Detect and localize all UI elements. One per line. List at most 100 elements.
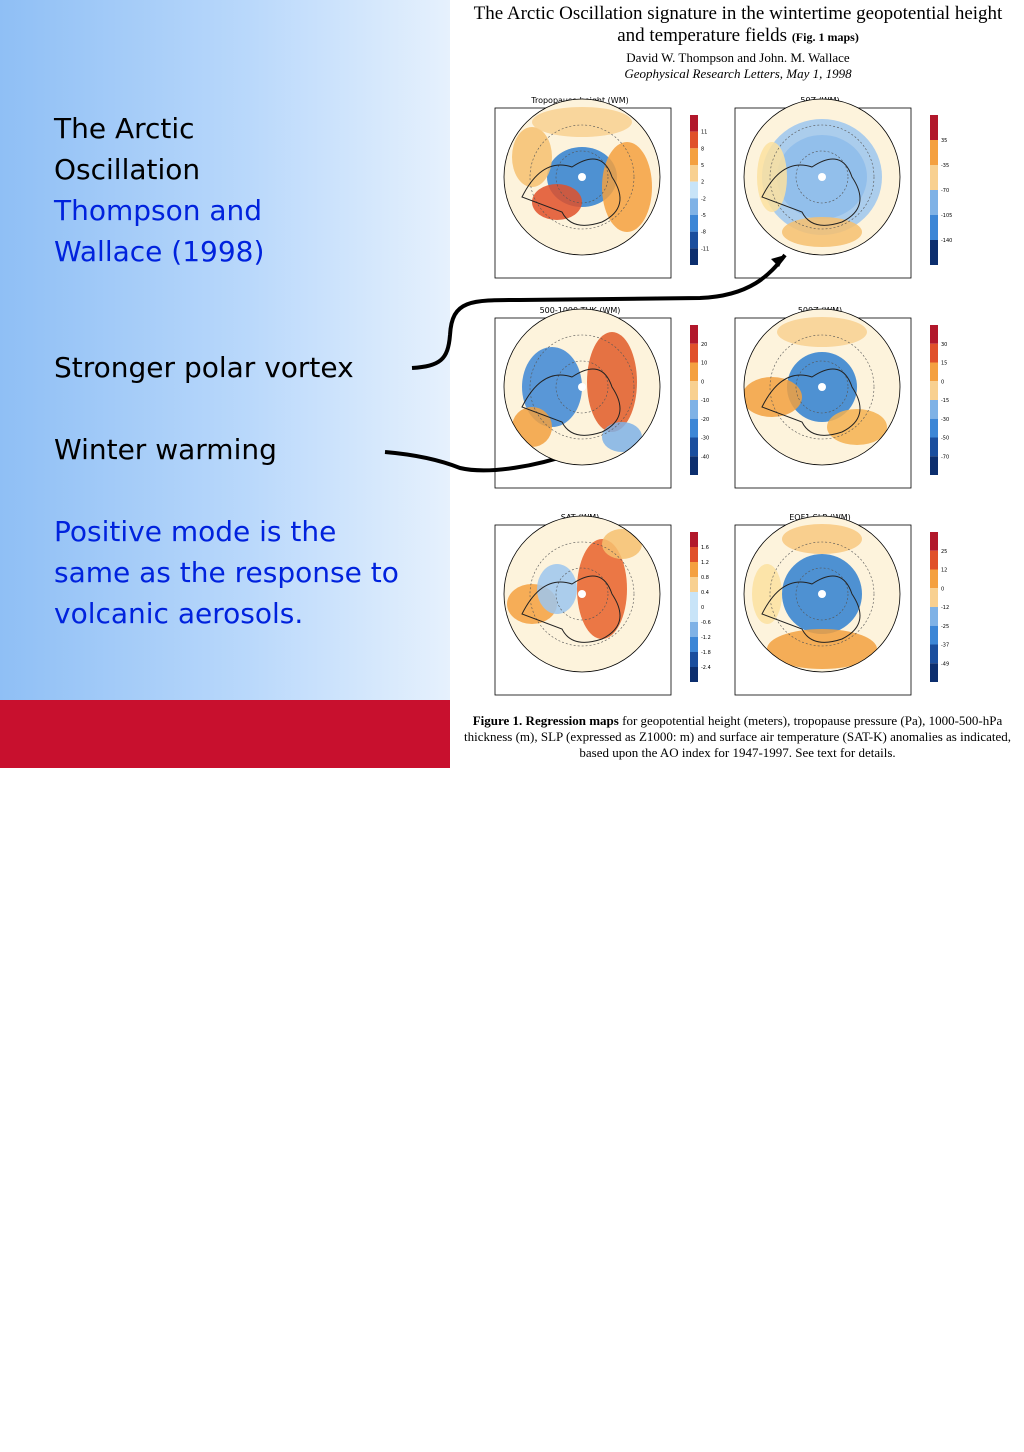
colorbar-label: 20 bbox=[701, 342, 707, 348]
latitude bbox=[795, 567, 849, 621]
map-field bbox=[752, 524, 877, 669]
colorbar-cell bbox=[690, 381, 698, 400]
colorbar-label: -50 bbox=[941, 436, 949, 442]
colorbar-cell bbox=[690, 532, 698, 547]
colorbar-label: -20 bbox=[701, 417, 709, 423]
colorbar-cell bbox=[690, 343, 698, 363]
arrow bbox=[384, 450, 571, 473]
colorbar-label: -12 bbox=[941, 605, 949, 611]
map-field bbox=[507, 529, 642, 647]
colorbar-cell bbox=[690, 231, 698, 249]
colorbar-label: 25 bbox=[941, 549, 947, 555]
pole bbox=[818, 173, 826, 181]
arrow bbox=[411, 253, 787, 370]
colorbar-cell bbox=[930, 456, 938, 475]
colorbar-label: 12 bbox=[941, 568, 947, 574]
colorbar-label: 8 bbox=[701, 146, 704, 152]
colorbar-label: 0.4 bbox=[701, 590, 709, 596]
anomaly bbox=[752, 564, 782, 624]
pole bbox=[578, 590, 586, 598]
colorbar-label: -40 bbox=[701, 454, 709, 460]
colorbar-label: -11 bbox=[701, 246, 709, 252]
latitude bbox=[529, 541, 635, 647]
colorbar-cell bbox=[690, 667, 698, 682]
anomaly bbox=[767, 629, 877, 669]
colorbar-cell bbox=[930, 215, 938, 240]
map-edge bbox=[503, 98, 661, 256]
colorbar-label: 0 bbox=[941, 379, 944, 385]
coast bbox=[521, 158, 621, 226]
colorbar-label: 0 bbox=[701, 379, 704, 385]
anomaly bbox=[782, 217, 862, 247]
colorbar-label: -30 bbox=[941, 417, 949, 423]
colorbar-label: -70 bbox=[941, 188, 949, 194]
colorbar-cell bbox=[930, 532, 938, 551]
coast bbox=[761, 368, 861, 436]
pole bbox=[578, 383, 586, 391]
colorbar-cell bbox=[690, 215, 698, 232]
map-field bbox=[512, 107, 652, 232]
colorbar-cell bbox=[930, 240, 938, 265]
latitude bbox=[529, 334, 635, 440]
anomaly bbox=[602, 142, 652, 232]
colorbar-label: -1.2 bbox=[701, 635, 711, 641]
pole bbox=[578, 173, 586, 181]
colorbar-label: -2.4 bbox=[701, 665, 711, 671]
colorbar-cell bbox=[690, 622, 698, 637]
colorbar-label: -105 bbox=[941, 213, 952, 219]
colorbar-label: 2 bbox=[701, 180, 704, 186]
colorbar-cell bbox=[690, 562, 698, 577]
colorbar-cell bbox=[930, 362, 938, 382]
colorbar-label: -2 bbox=[701, 196, 706, 202]
anomaly bbox=[537, 564, 577, 614]
colorbar-cell bbox=[690, 456, 698, 475]
latitude bbox=[795, 360, 849, 414]
colorbar-label: 0 bbox=[941, 586, 944, 592]
colorbar-label: -10 bbox=[701, 398, 709, 404]
colorbar-cell bbox=[930, 140, 938, 165]
colorbar-cell bbox=[690, 607, 698, 622]
coast bbox=[521, 575, 621, 643]
colorbar-cell bbox=[930, 550, 938, 570]
coast bbox=[521, 368, 621, 436]
logo: RUTGERS bbox=[34, 1409, 215, 1451]
anomaly bbox=[522, 347, 582, 427]
colorbar-cell bbox=[690, 115, 698, 132]
colorbar-cell bbox=[690, 181, 698, 199]
colorbar-label: 11 bbox=[701, 130, 707, 136]
colorbar-label: 5 bbox=[701, 163, 704, 169]
anomaly bbox=[777, 317, 867, 347]
map-edge bbox=[503, 308, 661, 466]
heading: The Arctic Oscillation bbox=[54, 112, 201, 186]
anomaly bbox=[602, 529, 642, 559]
coast bbox=[761, 575, 861, 643]
map-panel: SAT (WM)1.61.20.80.40-0.6-1.2-1.8-2.4 bbox=[494, 513, 711, 696]
colorbar-cell bbox=[690, 418, 698, 438]
caption-body: for geopotential height (meters), tropop… bbox=[463, 713, 1012, 760]
map-edge bbox=[743, 515, 901, 673]
colorbar-cell bbox=[930, 400, 938, 419]
title-text: The Arctic Oscillation signature in the … bbox=[473, 3, 1003, 46]
maps: Tropopause height (WM)11852-2-5-8-1150Z … bbox=[384, 96, 952, 696]
colorbar-label: 30 bbox=[941, 342, 947, 348]
colorbar-cell bbox=[930, 625, 938, 645]
colorbar-label: 15 bbox=[941, 361, 947, 367]
anomaly bbox=[587, 332, 637, 432]
colorbar-cell bbox=[690, 400, 698, 419]
colorbar-label: -35 bbox=[941, 163, 949, 169]
colorbar-cell bbox=[690, 131, 698, 149]
colorbar-label: -49 bbox=[941, 661, 949, 667]
anomaly bbox=[744, 377, 802, 417]
colorbar-cell bbox=[690, 248, 698, 265]
latitude bbox=[555, 150, 609, 204]
map-panel: 50Z (WM)35-35-70-105-140 bbox=[734, 96, 952, 279]
pole bbox=[818, 590, 826, 598]
map-edge bbox=[743, 98, 901, 256]
colorbar-cell bbox=[930, 343, 938, 363]
colorbar-label: 0 bbox=[701, 605, 704, 611]
colorbar-label: -140 bbox=[941, 238, 952, 244]
map-field bbox=[512, 332, 642, 452]
